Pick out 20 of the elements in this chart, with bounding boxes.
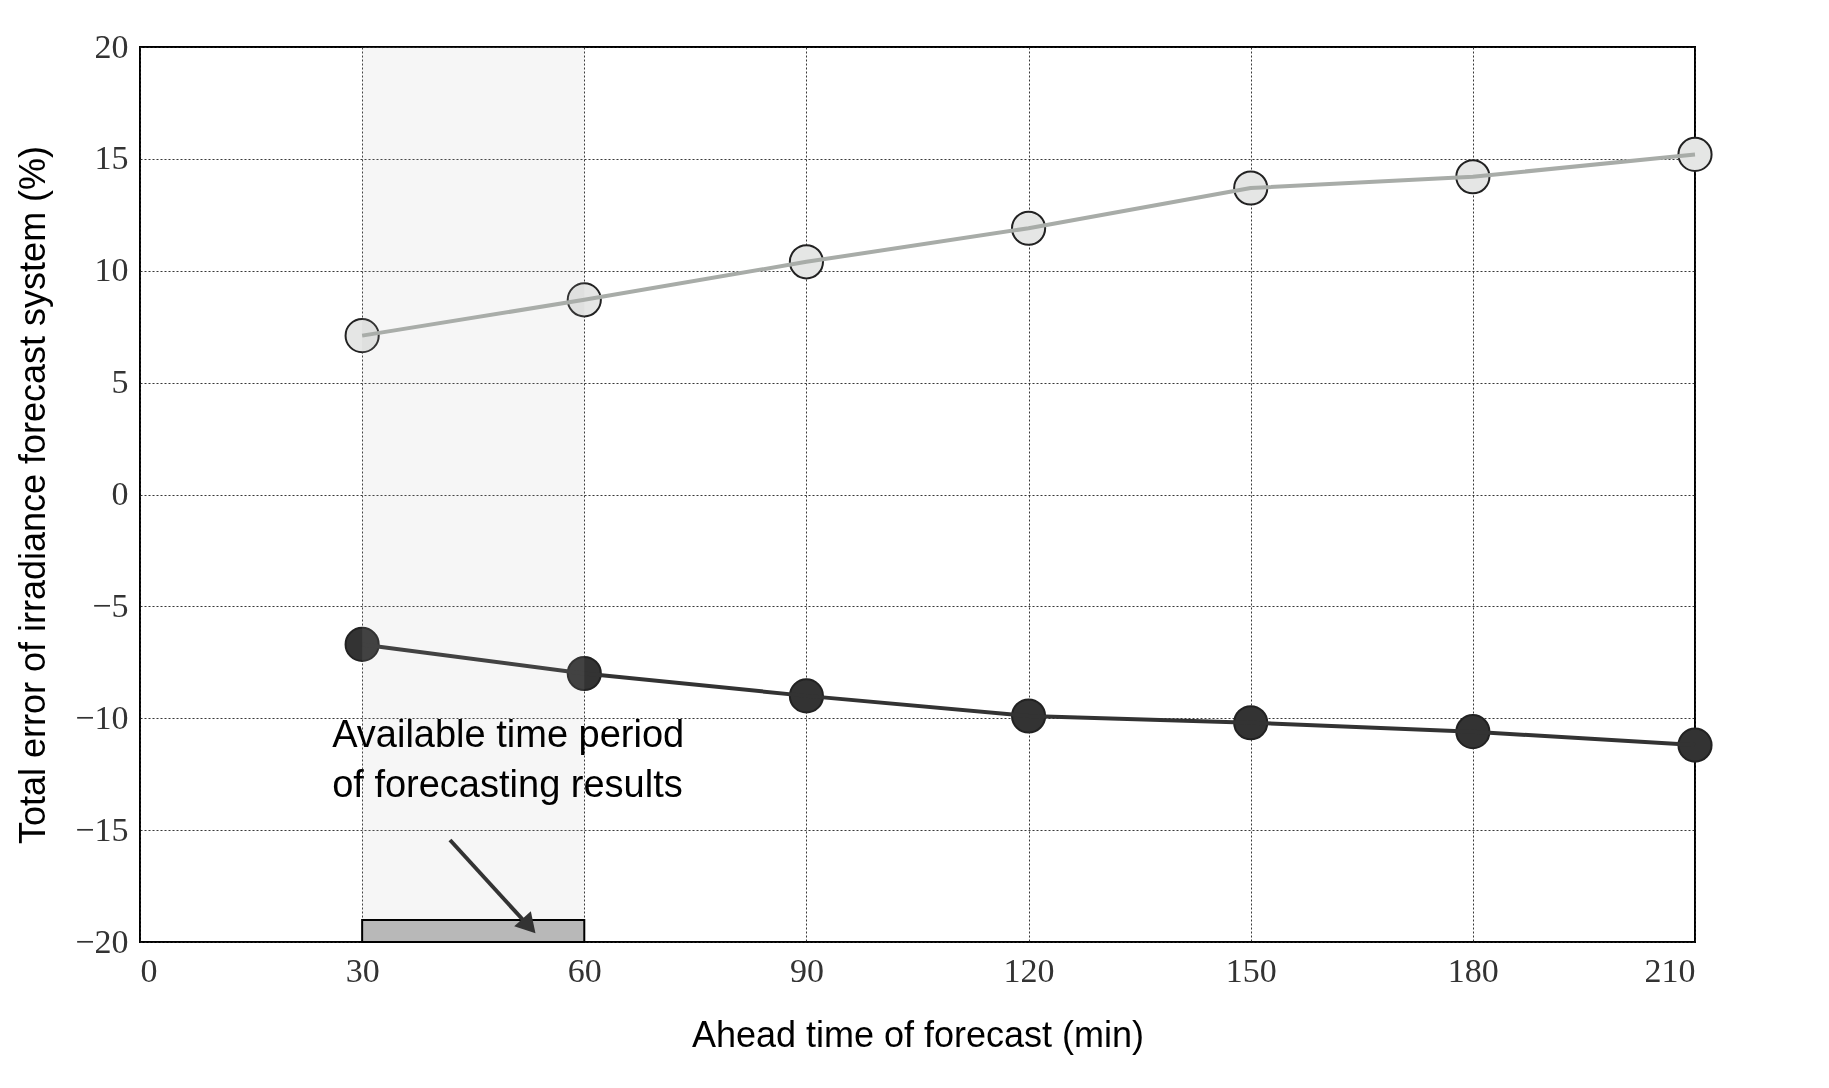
x-tick-label: 210 — [1644, 951, 1696, 989]
y-tick-label: 10 — [94, 251, 129, 289]
x-tick-label: 150 — [1225, 951, 1277, 989]
x-tick-label: 120 — [1003, 951, 1055, 989]
y-tick-label: 20 — [94, 27, 129, 65]
x-tick-label: 90 — [789, 951, 824, 989]
y-tick-label: 15 — [94, 139, 129, 177]
y-tick-label: −5 — [92, 586, 129, 624]
x-tick-label: 0 — [140, 951, 158, 989]
x-tick-label: 60 — [567, 951, 602, 989]
x-axis-title: Ahead time of forecast (min) — [691, 1013, 1145, 1055]
y-tick-label: 5 — [111, 363, 129, 401]
y-tick-label: 0 — [111, 475, 129, 512]
y-tick-label: −10 — [75, 698, 129, 736]
x-tick-label: 180 — [1447, 951, 1499, 989]
y-tick-label: −20 — [75, 922, 129, 960]
band-label: Available time period of forecasting results — [332, 713, 685, 805]
x-tick-label: 30 — [345, 951, 380, 989]
y-tick-label: −15 — [75, 810, 129, 848]
y-axis-title: Total error of irradiance forecast system (%) — [12, 145, 54, 845]
